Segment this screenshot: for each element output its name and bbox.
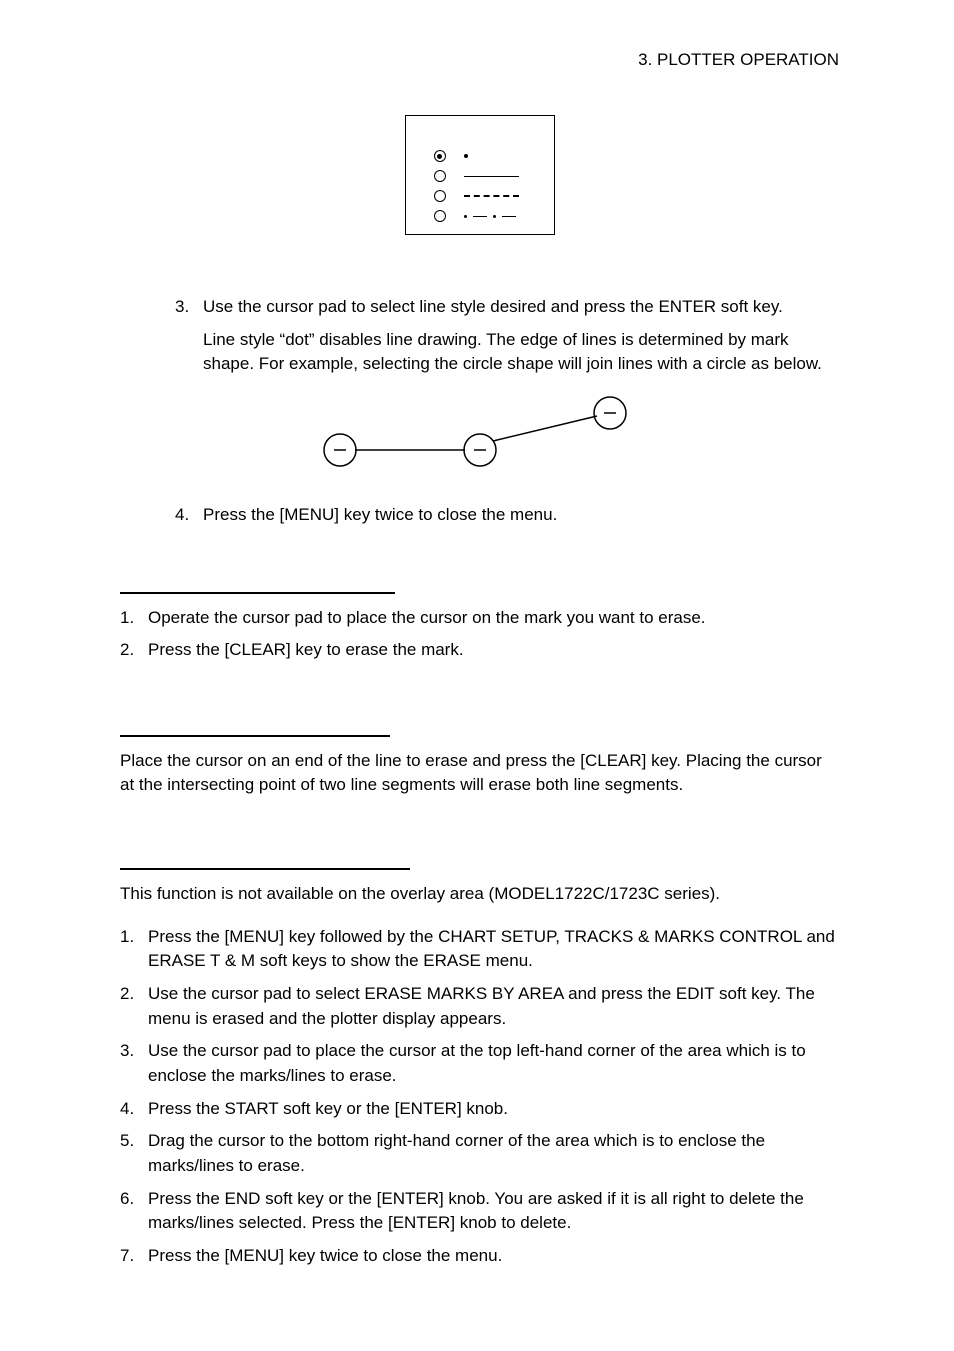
step-text: Drag the cursor to the bottom right-hand… <box>148 1129 839 1178</box>
step-text: Press the START soft key or the [ENTER] … <box>148 1097 508 1122</box>
step-4: 4. Press the [MENU] key twice to close t… <box>175 503 839 528</box>
section-title-erasing-area <box>120 844 410 870</box>
erase-part-body: Place the cursor on an end of the line t… <box>120 749 839 798</box>
line-style-option-solid <box>434 166 554 186</box>
dashdot-line-icon <box>464 215 516 218</box>
step-number: 1. <box>120 606 148 631</box>
step-number: 2. <box>120 982 148 1031</box>
radio-selected-icon <box>434 150 446 162</box>
section-title-erasing-part <box>120 711 390 737</box>
line-style-option-dash <box>434 186 554 206</box>
step-text: Use the cursor pad to place the cursor a… <box>148 1039 839 1088</box>
step-text: Operate the cursor pad to place the curs… <box>148 606 706 631</box>
step-text: Press the [MENU] key followed by the CHA… <box>148 925 839 974</box>
erase-area-intro: This function is not available on the ov… <box>120 882 839 907</box>
section-title-erasing-individual <box>120 568 395 594</box>
radio-icon <box>434 170 446 182</box>
erase-area-step-5: 5. Drag the cursor to the bottom right-h… <box>120 1129 839 1178</box>
step-number: 6. <box>120 1187 148 1236</box>
erase-area-step-3: 3. Use the cursor pad to place the curso… <box>120 1039 839 1088</box>
step-3-sub: Line style “dot” disables line drawing. … <box>203 328 839 377</box>
radio-icon <box>434 190 446 202</box>
circle-line-diagram <box>310 395 650 475</box>
dot-sample-icon <box>464 154 468 158</box>
solid-line-icon <box>464 176 519 177</box>
erase-individual-step-2: 2. Press the [CLEAR] key to erase the ma… <box>120 638 839 663</box>
erase-area-step-6: 6. Press the END soft key or the [ENTER]… <box>120 1187 839 1236</box>
step-text: Press the [CLEAR] key to erase the mark. <box>148 638 464 663</box>
step-number: 3. <box>120 1039 148 1088</box>
step-number: 1. <box>120 925 148 974</box>
dash-line-icon <box>464 195 519 197</box>
line-style-selector-figure <box>405 115 555 235</box>
step-text: Press the END soft key or the [ENTER] kn… <box>148 1187 839 1236</box>
erase-area-step-4: 4. Press the START soft key or the [ENTE… <box>120 1097 839 1122</box>
erase-area-step-7: 7. Press the [MENU] key twice to close t… <box>120 1244 839 1269</box>
running-header: 3. PLOTTER OPERATION <box>120 50 839 70</box>
step-number: 5. <box>120 1129 148 1178</box>
step-text: Use the cursor pad to select ERASE MARKS… <box>148 982 839 1031</box>
step-number: 3. <box>175 295 203 320</box>
step-number: 4. <box>175 503 203 528</box>
radio-icon <box>434 210 446 222</box>
erase-individual-step-1: 1. Operate the cursor pad to place the c… <box>120 606 839 631</box>
step-text: Press the [MENU] key twice to close the … <box>148 1244 502 1269</box>
step-number: 2. <box>120 638 148 663</box>
line-style-option-dot <box>434 146 554 166</box>
erase-area-step-2: 2. Use the cursor pad to select ERASE MA… <box>120 982 839 1031</box>
line-style-option-dashdot <box>434 206 554 226</box>
step-text: Press the [MENU] key twice to close the … <box>203 503 557 528</box>
step-3: 3. Use the cursor pad to select line sty… <box>175 295 839 320</box>
step-text: Use the cursor pad to select line style … <box>203 295 783 320</box>
page: 3. PLOTTER OPERATION 3. Use the cursor p… <box>0 0 954 1351</box>
erase-area-step-1: 1. Press the [MENU] key followed by the … <box>120 925 839 974</box>
step-number: 4. <box>120 1097 148 1122</box>
step-number: 7. <box>120 1244 148 1269</box>
